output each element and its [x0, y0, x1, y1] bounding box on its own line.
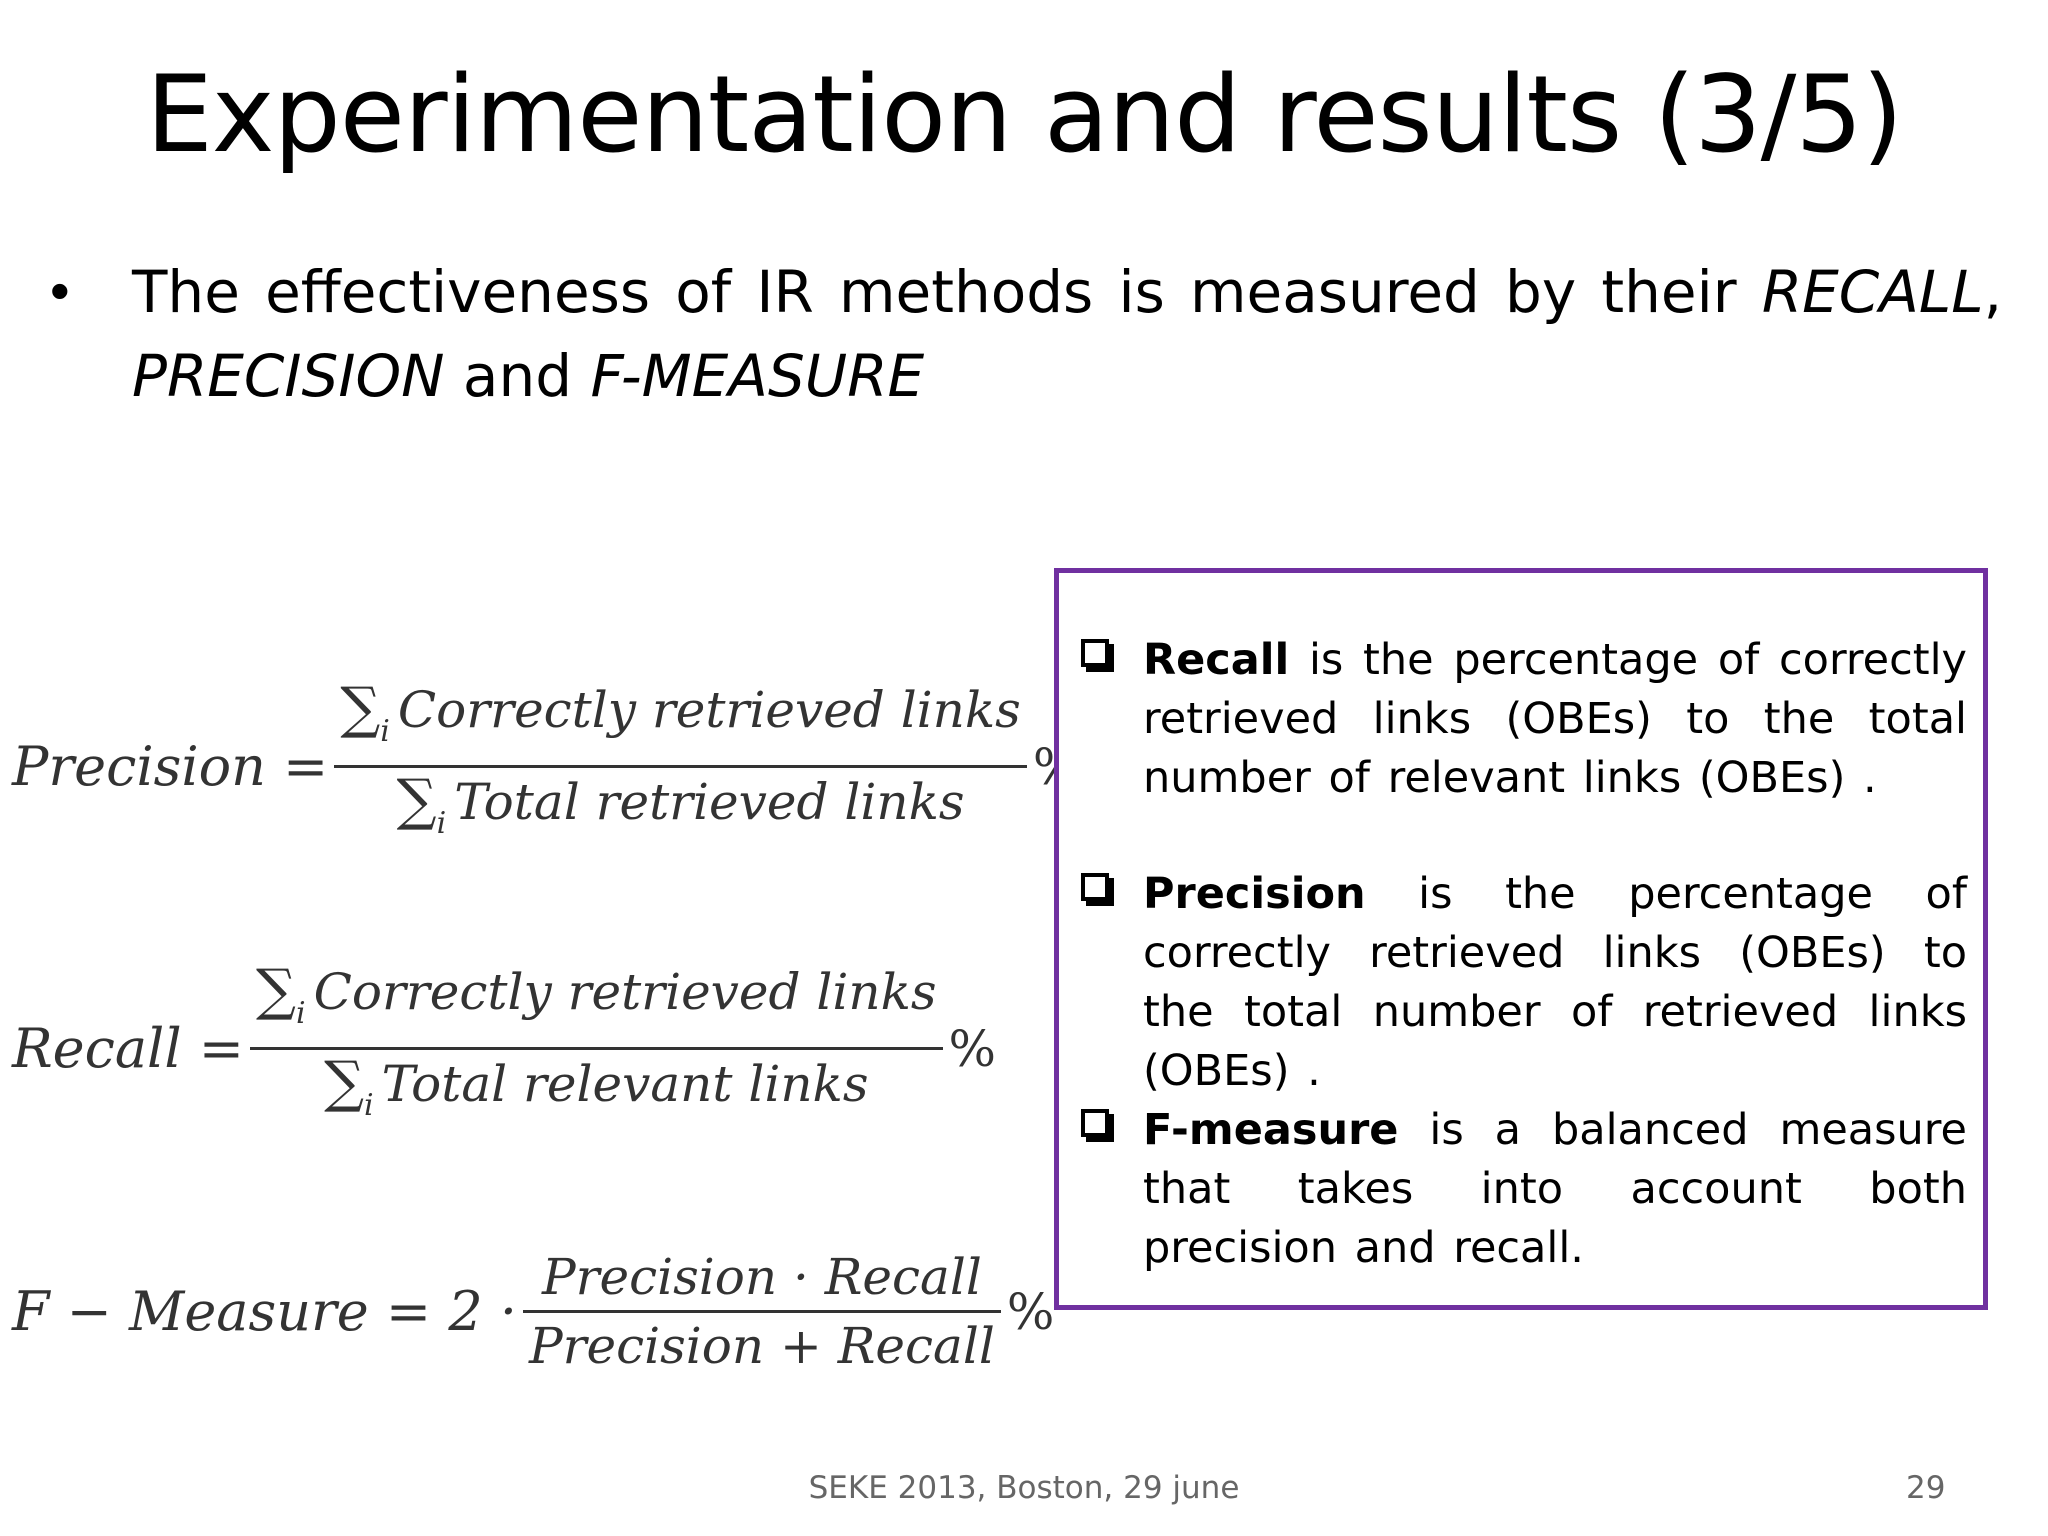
- fmeasure-numerator: Precision · Recall: [542, 1248, 982, 1306]
- definition-term: F-measure: [1143, 1105, 1399, 1155]
- sum-subscript: i: [436, 806, 447, 841]
- definition-fmeasure-text: F-measure is a balanced measure that tak…: [1143, 1101, 1967, 1278]
- sum-symbol: ∑: [340, 676, 381, 741]
- footer-text: SEKE 2013, Boston, 29 june: [808, 1470, 1240, 1506]
- definition-body: is the percentage of correctly retrieved…: [1143, 869, 1967, 1096]
- fmeasure-formula: F − Measure = 2 · Precision · Recall Pre…: [12, 1244, 1054, 1379]
- bullet-text-intro: The effectiveness of IR methods is measu…: [132, 258, 1762, 326]
- definition-precision-text: Precision is the percentage of correctly…: [1143, 865, 1967, 1101]
- recall-fraction: ∑i Correctly retrieved links ∑i Total rele…: [250, 958, 943, 1139]
- bullet-term-precision: PRECISION: [132, 342, 445, 410]
- definition-term: Recall: [1143, 635, 1290, 685]
- bullet-text: The effectiveness of IR methods is measu…: [132, 250, 2002, 418]
- checkbox-icon: [1081, 1109, 1109, 1137]
- definition-term: Precision: [1143, 869, 1366, 919]
- sum-subscript: i: [296, 996, 306, 1031]
- recall-denominator: ∑i Total relevant links: [318, 1050, 874, 1139]
- definitions-box: Recall is the percentage of correctly re…: [1054, 568, 1988, 1310]
- fraction-bar: [523, 1310, 1001, 1313]
- precision-numerator-text: Correctly retrieved links: [397, 681, 1021, 739]
- page-number: 29: [1906, 1470, 1946, 1506]
- checkbox-icon: [1081, 639, 1109, 667]
- precision-formula-lhs: Precision =: [12, 735, 329, 798]
- recall-numerator: ∑i Correctly retrieved links: [250, 958, 943, 1047]
- recall-denominator-text: Total relevant links: [381, 1055, 869, 1113]
- bullet-and: and: [444, 342, 591, 410]
- definition-recall-text: Recall is the percentage of correctly re…: [1143, 631, 1967, 808]
- precision-formula: Precision = ∑i Correctly retrieved links …: [12, 676, 1080, 857]
- sum-symbol: ∑: [256, 958, 296, 1023]
- sum-symbol: ∑: [324, 1050, 365, 1115]
- sum-subscript: i: [364, 1088, 374, 1123]
- precision-denominator-text: Total retrieved links: [454, 773, 965, 831]
- bullet-comma: ,: [1983, 258, 2002, 326]
- fmeasure-denominator: Precision + Recall: [529, 1317, 995, 1375]
- bullet-term-fmeasure: F-MEASURE: [590, 342, 925, 410]
- fraction-bar: [250, 1047, 943, 1050]
- fmeasure-formula-lhs: F − Measure = 2 ·: [12, 1280, 518, 1343]
- bullet-dot: •: [50, 259, 70, 322]
- precision-fraction: ∑i Correctly retrieved links ∑i Total retr…: [334, 676, 1027, 857]
- checkbox-icon: [1081, 873, 1109, 901]
- precision-denominator: ∑i Total retrieved links: [391, 768, 971, 857]
- definition-body: is the percentage of correctly retrieved…: [1143, 635, 1967, 803]
- percent-sign: %: [1006, 1282, 1055, 1341]
- fraction-bar: [334, 765, 1027, 768]
- bullet-term-recall: RECALL: [1761, 258, 1984, 326]
- sum-symbol: ∑: [396, 768, 437, 833]
- definition-body: is a balanced measure that takes into ac…: [1143, 1105, 1967, 1273]
- fmeasure-fraction: Precision · Recall Precision + Recall: [523, 1244, 1001, 1379]
- recall-formula: Recall = ∑i Correctly retrieved links ∑i T…: [12, 958, 996, 1139]
- sum-subscript: i: [380, 714, 390, 749]
- slide-title: Experimentation and results (3/5): [145, 53, 1903, 176]
- recall-formula-lhs: Recall =: [12, 1017, 245, 1080]
- precision-numerator: ∑i Correctly retrieved links: [334, 676, 1027, 765]
- recall-numerator-text: Correctly retrieved links: [313, 963, 937, 1021]
- percent-sign: %: [948, 1019, 997, 1078]
